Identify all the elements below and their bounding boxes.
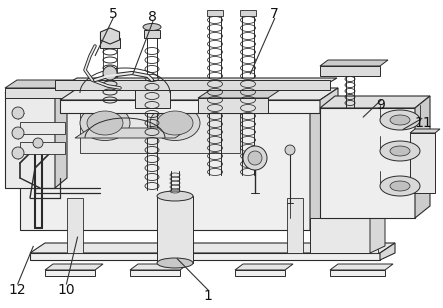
Polygon shape	[80, 108, 240, 153]
Text: 12: 12	[9, 282, 27, 297]
Ellipse shape	[380, 110, 420, 130]
Ellipse shape	[157, 111, 193, 135]
Polygon shape	[320, 108, 415, 218]
Polygon shape	[310, 218, 370, 253]
Polygon shape	[101, 28, 120, 44]
Circle shape	[103, 66, 117, 80]
Polygon shape	[60, 78, 337, 88]
Circle shape	[12, 107, 24, 119]
Polygon shape	[320, 66, 380, 76]
Polygon shape	[20, 108, 310, 230]
Ellipse shape	[390, 181, 410, 191]
Ellipse shape	[87, 111, 123, 135]
Polygon shape	[287, 198, 303, 253]
Ellipse shape	[157, 258, 193, 268]
Polygon shape	[60, 100, 320, 113]
Circle shape	[12, 127, 24, 139]
Ellipse shape	[390, 146, 410, 156]
Polygon shape	[130, 264, 188, 270]
Text: 11: 11	[414, 116, 432, 130]
Polygon shape	[135, 82, 182, 90]
Polygon shape	[198, 90, 280, 98]
Polygon shape	[410, 133, 435, 193]
Ellipse shape	[150, 106, 200, 140]
Text: 8: 8	[148, 10, 157, 24]
Polygon shape	[380, 243, 395, 260]
Polygon shape	[370, 218, 385, 253]
Circle shape	[285, 145, 295, 155]
Polygon shape	[235, 264, 293, 270]
Polygon shape	[45, 270, 95, 276]
Polygon shape	[207, 10, 223, 16]
Polygon shape	[144, 30, 160, 38]
Circle shape	[248, 151, 262, 165]
Ellipse shape	[143, 23, 161, 30]
Polygon shape	[5, 93, 55, 188]
Polygon shape	[30, 253, 380, 260]
Text: 10: 10	[58, 282, 75, 297]
Polygon shape	[362, 198, 378, 253]
Polygon shape	[55, 80, 330, 90]
Ellipse shape	[80, 106, 130, 140]
Polygon shape	[60, 88, 338, 100]
Ellipse shape	[157, 191, 193, 201]
Circle shape	[243, 146, 267, 170]
Polygon shape	[415, 96, 430, 218]
Polygon shape	[330, 264, 393, 270]
Polygon shape	[5, 83, 67, 93]
Polygon shape	[198, 98, 268, 113]
Polygon shape	[20, 122, 65, 134]
Circle shape	[33, 138, 43, 148]
Polygon shape	[30, 243, 395, 253]
Polygon shape	[20, 93, 328, 108]
Polygon shape	[320, 96, 430, 108]
Polygon shape	[45, 264, 103, 270]
Text: 1: 1	[204, 289, 213, 303]
Polygon shape	[330, 270, 385, 276]
Circle shape	[12, 147, 24, 159]
Polygon shape	[240, 10, 256, 16]
Text: 9: 9	[377, 98, 385, 112]
Polygon shape	[20, 142, 65, 154]
Polygon shape	[55, 83, 67, 188]
Polygon shape	[75, 128, 190, 138]
Polygon shape	[167, 198, 183, 253]
Polygon shape	[5, 80, 87, 88]
Ellipse shape	[380, 141, 420, 161]
Polygon shape	[320, 88, 338, 113]
Polygon shape	[100, 38, 120, 48]
Polygon shape	[130, 270, 180, 276]
Ellipse shape	[380, 176, 420, 196]
Ellipse shape	[390, 115, 410, 125]
Text: 5: 5	[109, 7, 117, 21]
Polygon shape	[410, 129, 440, 133]
Polygon shape	[157, 196, 193, 263]
Polygon shape	[235, 270, 285, 276]
Text: 7: 7	[270, 7, 279, 21]
Polygon shape	[320, 60, 388, 66]
Polygon shape	[5, 88, 75, 98]
Polygon shape	[67, 198, 83, 253]
Polygon shape	[135, 90, 170, 108]
Polygon shape	[310, 93, 328, 230]
